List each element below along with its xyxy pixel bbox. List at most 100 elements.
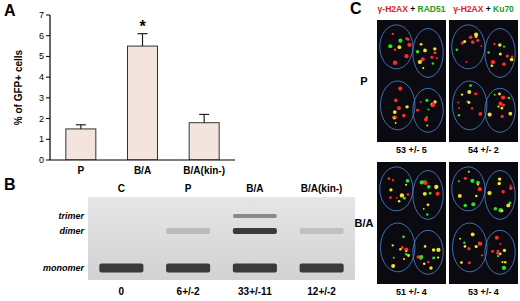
y-tick <box>46 77 50 78</box>
focus <box>433 47 436 50</box>
band <box>233 214 277 218</box>
y-axis-label: % of GFP+ cells <box>13 49 24 125</box>
nucleus-outline <box>485 88 515 132</box>
annotation: * <box>139 18 146 35</box>
focus <box>497 250 500 253</box>
focus <box>504 261 507 264</box>
focus <box>424 245 427 248</box>
bars <box>66 34 219 160</box>
focus <box>463 242 465 244</box>
focus <box>434 185 438 189</box>
nucleus-outline <box>413 29 443 78</box>
focus <box>423 49 427 53</box>
y-tick <box>46 15 50 16</box>
image-bg <box>449 162 518 284</box>
y-tick <box>46 118 50 119</box>
focus <box>405 184 407 186</box>
focus <box>437 256 439 258</box>
band-label: trimer <box>58 211 84 221</box>
y-tick-label: 0 <box>39 155 44 165</box>
focus <box>407 43 411 47</box>
band <box>166 264 210 273</box>
y-tick-label: 7 <box>39 10 44 20</box>
column-header: γ-H2AX + RAD51 <box>378 4 446 14</box>
focus <box>427 108 429 110</box>
focus <box>458 180 460 182</box>
error-line <box>80 125 81 129</box>
panel-label: B <box>4 176 16 193</box>
focus <box>469 35 473 39</box>
nucleus-outline <box>452 223 487 272</box>
focus <box>509 186 513 190</box>
focus <box>406 38 409 41</box>
background <box>0 0 520 301</box>
quantity: 0 <box>119 286 125 297</box>
focus <box>478 187 482 191</box>
panel-label: C <box>350 0 362 17</box>
focus <box>478 112 482 116</box>
focus <box>427 261 429 263</box>
nucleus-outline <box>485 171 515 220</box>
focus <box>402 114 406 118</box>
focus <box>389 188 392 191</box>
focus <box>495 236 499 240</box>
focus <box>405 253 407 255</box>
focus <box>432 62 434 64</box>
plot-a: 01234567PB/AB/A(kin-)% of GFP+ cells* <box>13 10 235 176</box>
focus <box>478 242 482 246</box>
focus <box>460 261 463 264</box>
error-line <box>142 34 143 46</box>
band-label: monomer <box>43 263 85 273</box>
x-tick-label: B/A <box>134 165 151 176</box>
band <box>233 264 277 273</box>
focus <box>398 39 402 43</box>
focus <box>458 107 460 109</box>
focus <box>501 95 505 99</box>
focus <box>503 249 506 252</box>
focus <box>471 40 474 43</box>
focus <box>423 263 426 266</box>
focus <box>503 46 505 48</box>
focus <box>389 196 392 199</box>
focus <box>459 238 461 240</box>
focus <box>388 44 392 48</box>
focus <box>436 57 438 59</box>
y-tick <box>46 139 50 140</box>
nucleus-outline <box>452 25 485 69</box>
focus <box>465 61 467 63</box>
quantity: 33+/-11 <box>238 286 272 297</box>
bar <box>66 129 96 160</box>
quantity: 6+/-2 <box>177 286 201 297</box>
focus <box>494 207 498 211</box>
focus <box>501 115 504 118</box>
focus <box>497 255 499 257</box>
focus <box>471 41 474 44</box>
focus <box>476 39 479 42</box>
focus <box>432 257 435 260</box>
band <box>300 264 344 273</box>
row-label: P <box>360 75 367 87</box>
focus <box>471 233 475 237</box>
focus <box>478 242 481 245</box>
focus <box>392 244 394 246</box>
y-tick <box>46 160 50 161</box>
nucleus-outline <box>380 223 415 272</box>
focus <box>403 197 406 200</box>
focus <box>393 110 397 114</box>
focus <box>458 194 462 198</box>
focus <box>393 116 397 120</box>
y-tick <box>46 35 50 36</box>
focus <box>469 84 472 87</box>
focus <box>461 93 463 95</box>
focus <box>423 192 427 196</box>
y-tick-label: 6 <box>39 31 44 41</box>
focus <box>395 122 397 124</box>
focus <box>407 38 410 41</box>
nucleus-outline <box>380 25 413 69</box>
focus <box>456 49 459 52</box>
focus <box>509 112 513 116</box>
focus <box>427 203 430 206</box>
micrograph <box>449 162 518 284</box>
focus <box>393 61 397 65</box>
lane-label: C <box>118 183 125 194</box>
